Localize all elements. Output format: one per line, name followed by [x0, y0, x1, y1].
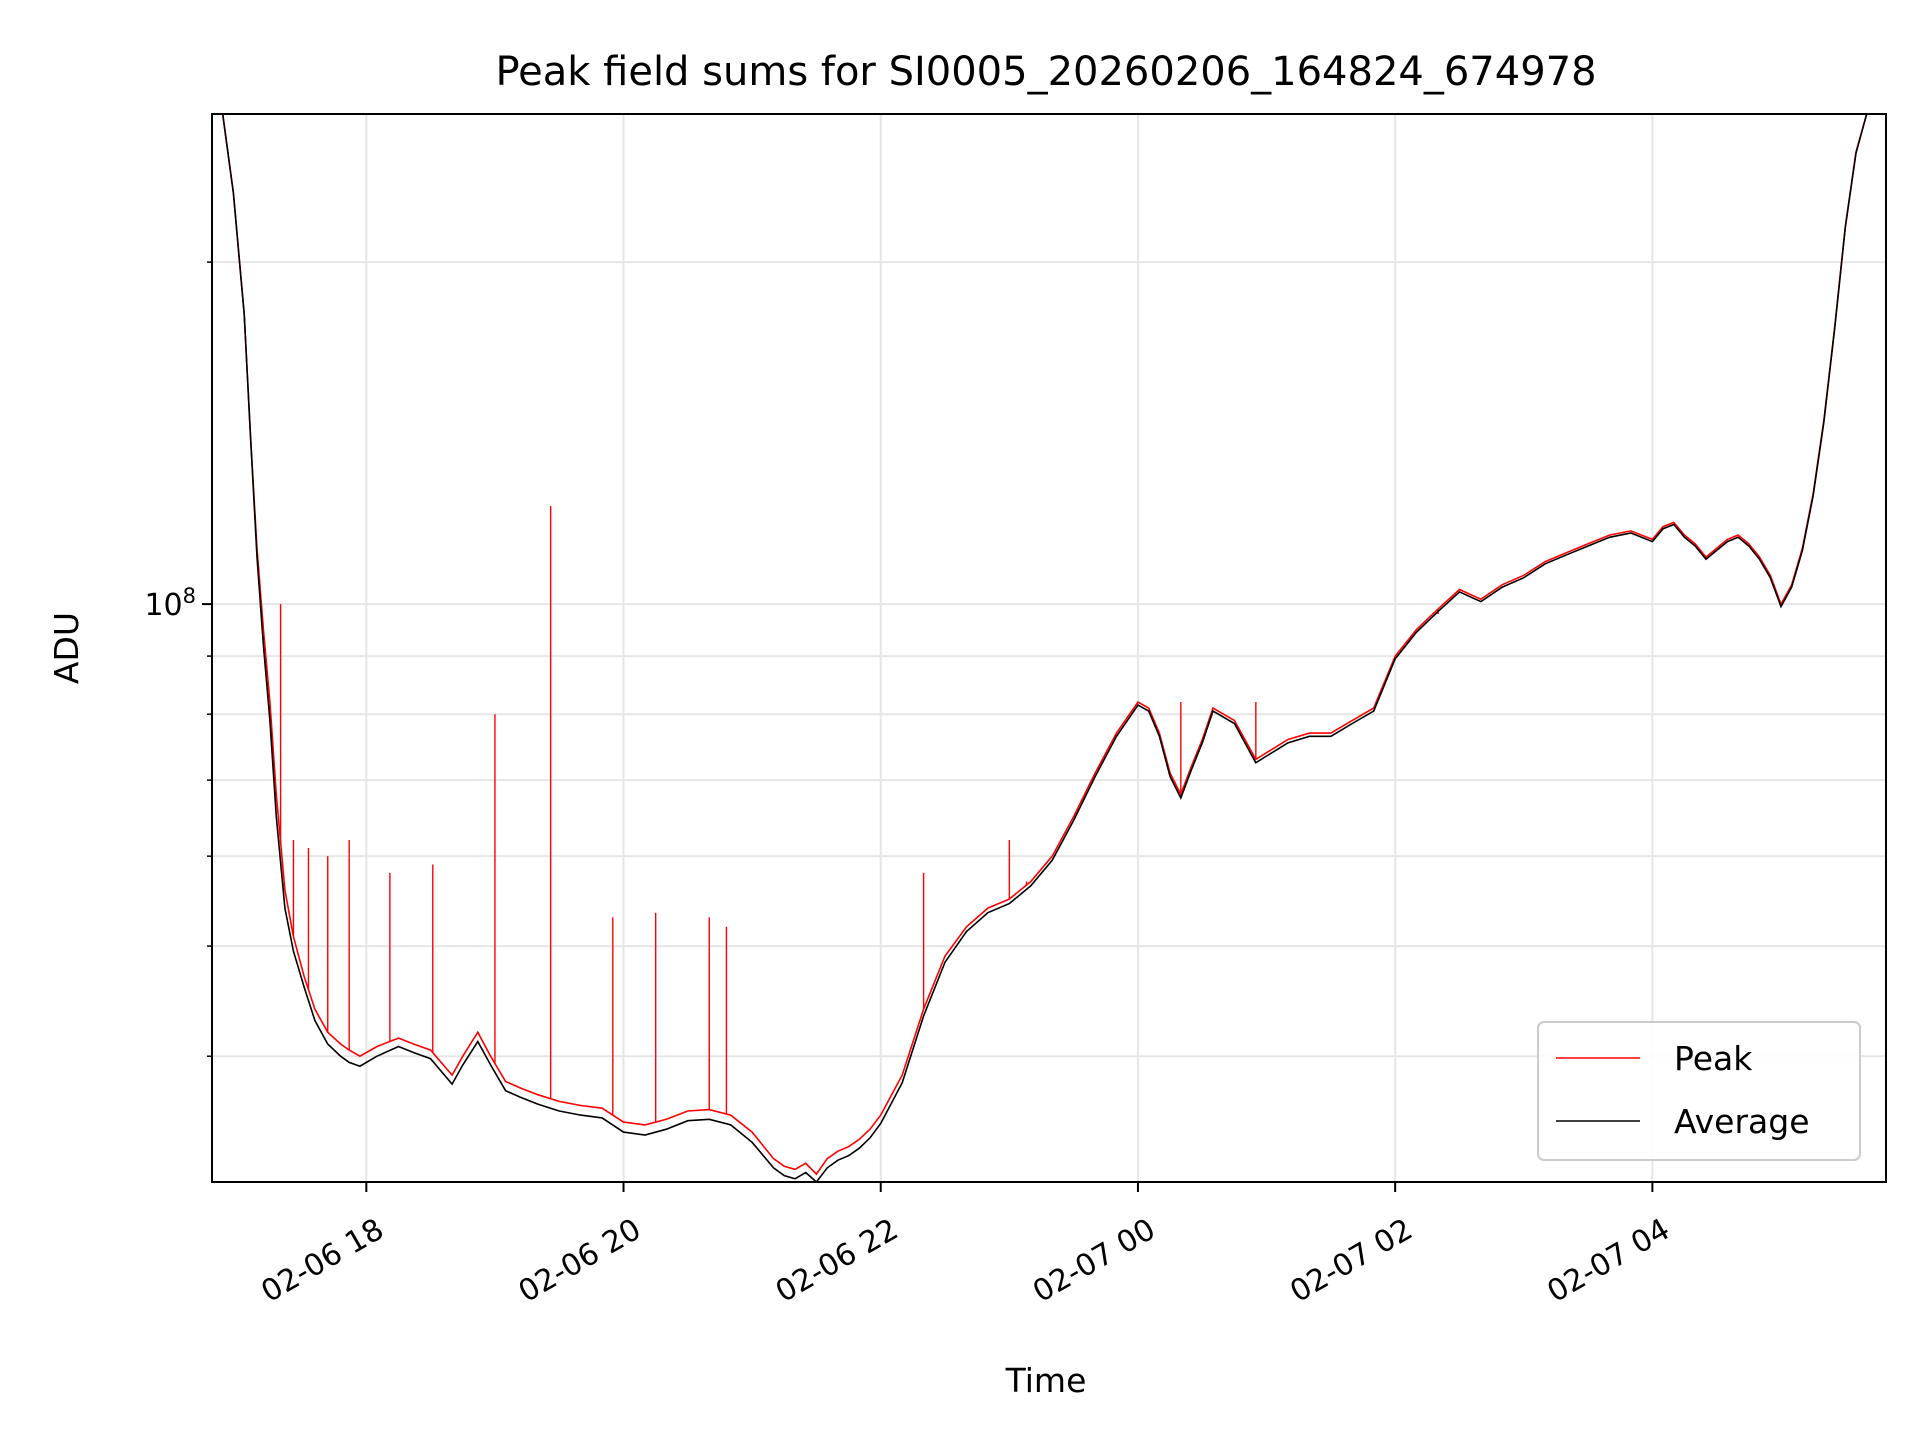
- chart-title: Peak field sums for SI0005_20260206_1648…: [495, 49, 1596, 95]
- legend-label-peak: Peak: [1674, 1039, 1753, 1078]
- axes-frame: [211, 113, 1887, 1183]
- legend: Peak Average: [1537, 1021, 1861, 1161]
- grid: [212, 114, 1886, 1182]
- legend-label-average: Average: [1674, 1102, 1810, 1141]
- plot-area: [212, 114, 1886, 1182]
- series-peak-line: [212, 114, 1886, 1176]
- y-axis-label: ADU: [47, 612, 86, 684]
- series-average-line: [212, 114, 1886, 1182]
- x-axis-label: Time: [1005, 1361, 1087, 1400]
- legend-box: [1537, 1021, 1861, 1161]
